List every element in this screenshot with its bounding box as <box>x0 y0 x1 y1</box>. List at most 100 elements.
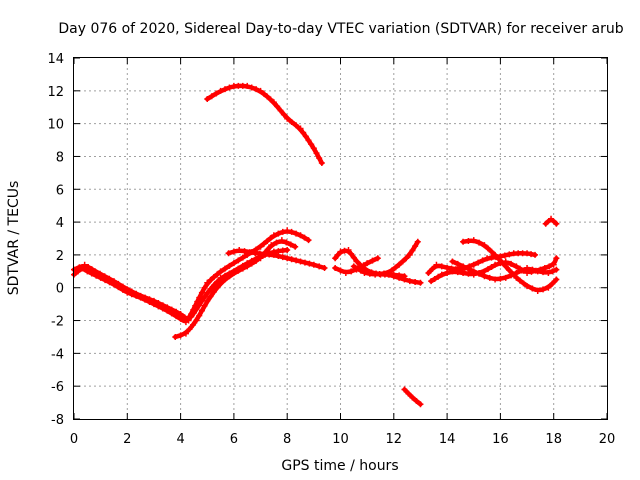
data-point <box>470 268 477 275</box>
data-point <box>361 269 368 276</box>
data-point <box>470 237 477 244</box>
data-point <box>239 254 246 261</box>
data-point <box>204 96 211 103</box>
data-point <box>96 270 103 277</box>
data-point <box>279 254 286 261</box>
data-point <box>244 263 251 270</box>
data-point <box>198 297 205 304</box>
data-point <box>288 118 295 125</box>
series-arc-14d <box>449 258 560 283</box>
data-point <box>374 255 381 262</box>
data-point <box>308 141 315 148</box>
x-tick-label: 10 <box>332 432 349 447</box>
data-point <box>332 265 339 272</box>
data-point <box>484 266 491 273</box>
data-point <box>549 268 556 275</box>
data-point <box>196 312 203 319</box>
data-point <box>208 93 215 100</box>
data-point <box>275 230 282 237</box>
data-point <box>81 261 88 268</box>
data-point <box>248 84 255 91</box>
data-point <box>287 241 294 248</box>
data-point <box>150 297 157 304</box>
chart-title: Day 076 of 2020, Sidereal Day-to-day VTE… <box>58 21 623 37</box>
data-point <box>492 261 499 268</box>
data-point <box>210 274 217 281</box>
data-point <box>417 279 424 286</box>
data-point <box>155 300 162 307</box>
data-point <box>470 261 477 268</box>
data-point <box>230 248 237 255</box>
data-point <box>449 258 456 265</box>
data-point <box>222 86 229 93</box>
data-point <box>306 260 313 267</box>
x-tick-label: 12 <box>386 432 403 447</box>
data-point <box>177 310 184 317</box>
data-point <box>425 269 432 276</box>
data-point <box>198 307 205 314</box>
data-point <box>264 237 271 244</box>
data-point <box>267 235 274 242</box>
data-point <box>280 111 287 118</box>
data-point <box>284 246 291 253</box>
x-tick-label: 16 <box>492 432 509 447</box>
data-point <box>181 314 188 321</box>
data-point <box>428 278 435 285</box>
data-point <box>274 103 281 110</box>
data-point <box>465 265 472 272</box>
data-point <box>334 251 341 258</box>
data-point <box>207 276 214 283</box>
data-point <box>214 284 221 291</box>
data-point <box>310 145 317 152</box>
data-point <box>553 255 560 262</box>
data-point <box>204 289 211 296</box>
axis-ticks: 0 2 4 6 8 10 12 14 16 18 20 -8 -6 -4 -2 0 2 4 6 8 10 12 14 <box>47 52 615 447</box>
data-point <box>267 96 274 103</box>
y-tick-label: 14 <box>47 52 64 67</box>
data-point <box>133 290 140 297</box>
data-point <box>460 263 467 270</box>
data-point <box>553 276 560 283</box>
data-point <box>293 257 300 264</box>
data-point <box>159 302 166 309</box>
data-point <box>444 269 451 276</box>
data-point <box>524 283 531 290</box>
data-point <box>177 332 184 339</box>
data-point <box>185 317 192 324</box>
data-point <box>84 268 91 275</box>
data-point <box>364 260 371 267</box>
data-series <box>71 82 560 408</box>
y-tick-label: 2 <box>56 249 64 264</box>
data-point <box>142 294 149 301</box>
data-point <box>305 137 312 144</box>
data-point <box>168 306 175 313</box>
data-point <box>172 333 179 340</box>
data-point <box>239 265 246 272</box>
data-point <box>235 267 242 274</box>
data-point <box>454 260 461 267</box>
data-point <box>268 242 275 249</box>
data-point <box>476 270 483 277</box>
data-point <box>414 238 421 245</box>
y-tick-label: 12 <box>47 85 64 100</box>
data-point <box>369 257 376 264</box>
data-point <box>305 237 312 244</box>
data-point <box>389 267 396 274</box>
data-point <box>297 125 304 132</box>
data-point <box>348 250 355 257</box>
data-point <box>520 280 527 287</box>
data-point <box>288 228 295 235</box>
data-point <box>321 265 328 272</box>
data-point <box>550 261 557 268</box>
series-arc-18 <box>542 215 560 227</box>
data-point <box>484 245 491 252</box>
data-point <box>412 278 419 285</box>
data-point <box>88 266 95 273</box>
y-tick-label: 6 <box>56 183 64 198</box>
data-point <box>260 240 267 247</box>
data-point <box>518 267 525 274</box>
data-point <box>492 276 499 283</box>
data-point <box>545 284 552 291</box>
data-point <box>301 259 308 266</box>
data-point <box>353 258 360 265</box>
